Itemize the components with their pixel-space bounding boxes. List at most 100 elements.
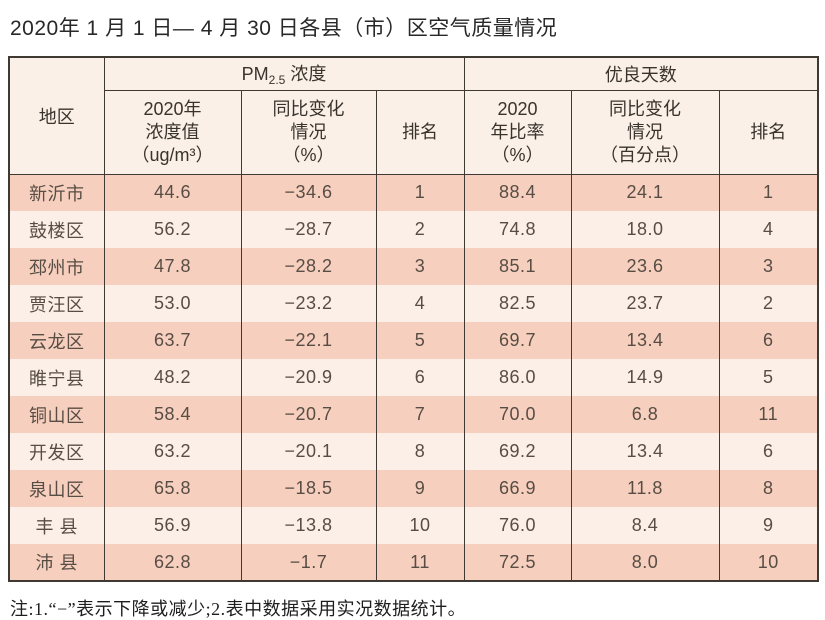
cell-rate-change: 8.4 (570, 507, 719, 544)
header-line: 浓度值 (145, 121, 200, 142)
table-row: 邳州市 47.8 −28.2 3 85.1 23.6 3 (8, 248, 818, 285)
cell-rate-rank: 2 (718, 285, 818, 322)
cell-pm-change: −20.1 (240, 433, 376, 470)
header-line: 同比变化 (272, 98, 345, 119)
header-pm-value: 2020年 浓度值 （ug/m³） (103, 90, 241, 175)
cell-rate-change: 8.0 (570, 544, 719, 581)
cell-rate: 85.1 (463, 248, 571, 285)
cell-pm-change: −18.5 (240, 470, 376, 507)
cell-pm-rank: 2 (375, 211, 464, 248)
cell-rate: 82.5 (463, 285, 571, 322)
header-group-good-days: 优良天数 (463, 57, 818, 91)
header-region: 地区 (8, 57, 104, 175)
cell-pm-value: 56.9 (103, 507, 241, 544)
cell-pm-change: −13.8 (240, 507, 376, 544)
table-row: 开发区 63.2 −20.1 8 69.2 13.4 6 (8, 433, 818, 470)
cell-rate-rank: 9 (718, 507, 818, 544)
cell-pm-change: −23.2 (240, 285, 376, 322)
cell-pm-change: −1.7 (240, 544, 376, 581)
cell-rate-change: 23.6 (570, 248, 719, 285)
cell-pm-change: −28.2 (240, 248, 376, 285)
cell-region: 铜山区 (8, 396, 104, 433)
cell-pm-rank: 3 (375, 248, 464, 285)
cell-rate-change: 18.0 (570, 211, 719, 248)
header-group-pm25: PM2.5 浓度 (103, 57, 464, 91)
header-rate-change: 同比变化 情况 （百分点） (570, 90, 719, 175)
table-row: 丰 县 56.9 −13.8 10 76.0 8.4 9 (8, 507, 818, 544)
cell-rate: 69.7 (463, 322, 571, 359)
cell-pm-value: 56.2 (103, 211, 241, 248)
cell-region: 贾汪区 (8, 285, 104, 322)
cell-pm-rank: 6 (375, 359, 464, 396)
cell-region: 云龙区 (8, 322, 104, 359)
cell-pm-value: 53.0 (103, 285, 241, 322)
header-line: （百分点） (600, 144, 690, 165)
cell-rate-rank: 6 (718, 433, 818, 470)
table-row: 沛 县 62.8 −1.7 11 72.5 8.0 10 (8, 544, 818, 581)
cell-region: 邳州市 (8, 248, 104, 285)
header-line: 排名 (402, 121, 438, 142)
table-row: 新沂市 44.6 −34.6 1 88.4 24.1 1 (8, 174, 818, 211)
table-body: 新沂市 44.6 −34.6 1 88.4 24.1 1 鼓楼区 56.2 −2… (8, 174, 818, 581)
cell-pm-change: −20.7 (240, 396, 376, 433)
header-pm-change: 同比变化 情况 （%） (240, 90, 376, 175)
header-line: 同比变化 (609, 98, 681, 119)
header-sub-row: 2020年 浓度值 （ug/m³） 同比变化 情况 （%） 排名 2020 年比… (9, 90, 818, 175)
table-row: 铜山区 58.4 −20.7 7 70.0 6.8 11 (8, 396, 818, 433)
air-quality-table: 地区 PM2.5 浓度 优良天数 2020年 浓度值 （ug/m³） 同比变化 情… (8, 56, 819, 582)
cell-rate-rank: 6 (718, 322, 818, 359)
cell-rate-change: 24.1 (570, 174, 719, 211)
cell-rate-change: 11.8 (570, 470, 719, 507)
header-line: 排名 (750, 121, 787, 142)
cell-pm-value: 63.7 (103, 322, 241, 359)
cell-pm-change: −28.7 (240, 211, 376, 248)
cell-pm-value: 47.8 (103, 248, 241, 285)
pm-label: PM (241, 64, 269, 85)
cell-rate-rank: 1 (718, 174, 818, 211)
cell-rate: 70.0 (463, 396, 571, 433)
cell-pm-value: 65.8 (103, 470, 241, 507)
header-line: 年比率 (490, 121, 545, 142)
table-header: 地区 PM2.5 浓度 优良天数 2020年 浓度值 （ug/m³） 同比变化 情… (8, 57, 818, 175)
cell-rate-rank: 8 (718, 470, 818, 507)
cell-rate-change: 13.4 (570, 433, 719, 470)
header-pm-rank: 排名 (375, 90, 464, 175)
cell-pm-rank: 8 (375, 433, 464, 470)
table-row: 鼓楼区 56.2 −28.7 2 74.8 18.0 4 (8, 211, 818, 248)
cell-region: 开发区 (8, 433, 104, 470)
cell-pm-rank: 4 (375, 285, 464, 322)
cell-pm-rank: 9 (375, 470, 464, 507)
table-row: 贾汪区 53.0 −23.2 4 82.5 23.7 2 (8, 285, 818, 322)
cell-rate-change: 6.8 (570, 396, 719, 433)
header-line: 情况 (627, 121, 663, 142)
header-line: （ug/m³） (131, 144, 214, 165)
pm-suffix: 浓度 (290, 64, 327, 85)
cell-pm-value: 44.6 (103, 174, 241, 211)
cell-region: 沛 县 (8, 544, 104, 581)
cell-pm-rank: 7 (375, 396, 464, 433)
table-row: 睢宁县 48.2 −20.9 6 86.0 14.9 5 (8, 359, 818, 396)
cell-rate: 69.2 (463, 433, 571, 470)
cell-pm-change: −22.1 (240, 322, 376, 359)
cell-rate-change: 23.7 (570, 285, 719, 322)
cell-rate-rank: 5 (718, 359, 818, 396)
cell-pm-change: −34.6 (240, 174, 376, 211)
header-line: （%） (282, 144, 335, 165)
cell-rate: 86.0 (463, 359, 571, 396)
cell-rate-rank: 11 (718, 396, 818, 433)
cell-pm-rank: 1 (375, 174, 464, 211)
cell-rate-rank: 4 (718, 211, 818, 248)
header-line: 情况 (290, 121, 327, 142)
cell-rate: 88.4 (463, 174, 571, 211)
cell-pm-value: 58.4 (103, 396, 241, 433)
header-rate: 2020 年比率 （%） (463, 90, 571, 175)
page-title: 2020年 1 月 1 日— 4 月 30 日各县（市）区空气质量情况 (10, 17, 558, 40)
cell-rate-rank: 3 (718, 248, 818, 285)
cell-rate: 74.8 (463, 211, 571, 248)
footnote: 注:1.“−”表示下降或减少;2.表中数据采用实况数据统计。 (10, 599, 467, 619)
header-rate-rank: 排名 (718, 90, 818, 175)
cell-rate-rank: 10 (718, 544, 818, 581)
header-group-row: 地区 PM2.5 浓度 优良天数 (8, 57, 818, 175)
cell-rate-change: 13.4 (570, 322, 719, 359)
header-line: 2020 (497, 98, 538, 119)
